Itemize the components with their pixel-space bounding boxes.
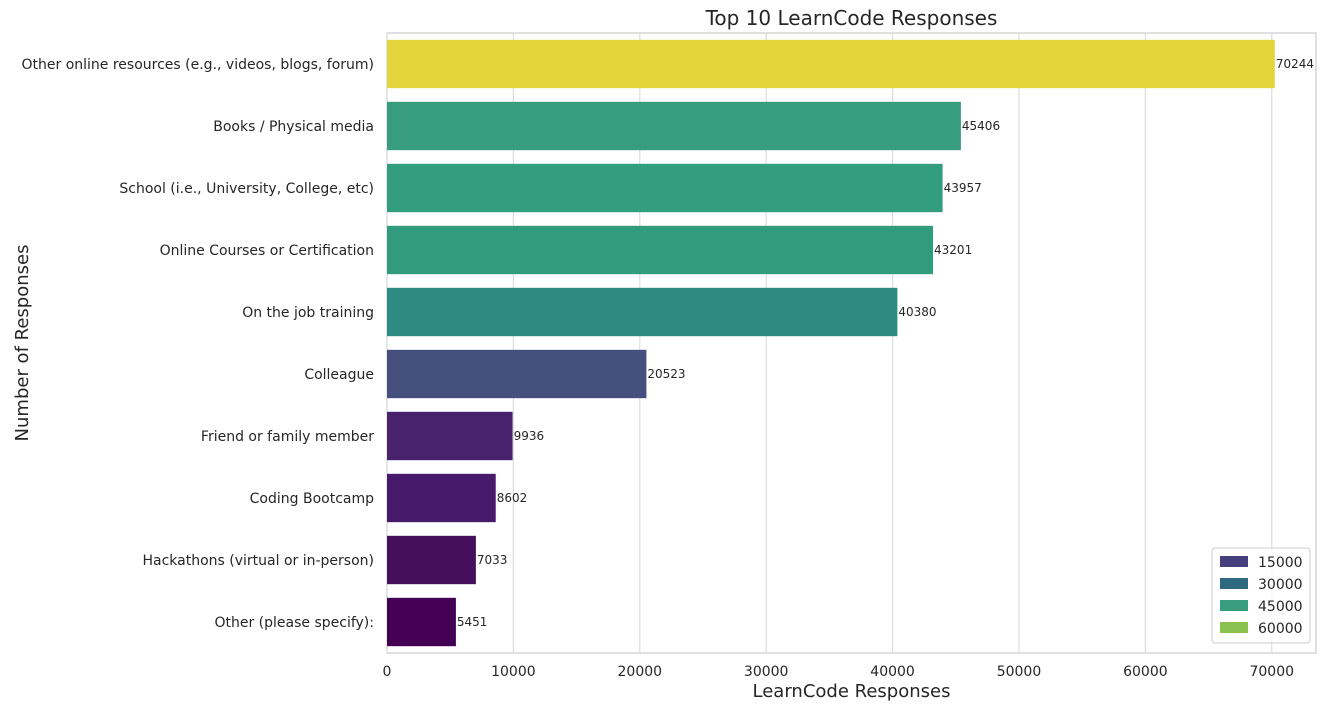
data-label: 43201 <box>934 243 972 257</box>
data-label: 43957 <box>944 181 982 195</box>
legend: 15000 30000 45000 60000 <box>1211 547 1311 644</box>
data-label: 7033 <box>477 553 508 567</box>
data-label: 70244 <box>1276 57 1314 71</box>
bar <box>387 349 647 399</box>
data-label: 45406 <box>962 119 1000 133</box>
y-tick-label: Friend or family member <box>201 429 374 445</box>
y-tick-label: Other (please specify): <box>214 615 374 631</box>
y-tick-label: Hackathons (virtual or in-person) <box>143 553 375 569</box>
x-tick-labels: 0 10000 20000 30000 40000 50000 60000 70000 <box>383 664 1294 680</box>
legend-swatch <box>1220 600 1248 611</box>
y-tick-labels: Other online resources (e.g., videos, bl… <box>22 57 375 631</box>
bar <box>387 163 943 213</box>
y-axis-label: Number of Responses <box>12 245 33 442</box>
x-tick-label: 40000 <box>870 664 915 680</box>
legend-swatch <box>1220 556 1248 567</box>
x-tick-label: 10000 <box>491 664 536 680</box>
legend-label: 60000 <box>1258 621 1303 637</box>
bar <box>387 535 476 585</box>
x-tick-label: 0 <box>383 664 392 680</box>
y-tick-label: Online Courses or Certification <box>160 243 374 259</box>
bar <box>387 225 934 275</box>
y-tick-label: Coding Bootcamp <box>250 491 374 507</box>
data-label: 20523 <box>647 367 685 381</box>
data-label: 8602 <box>497 491 528 505</box>
x-tick-label: 60000 <box>1123 664 1168 680</box>
data-label: 9936 <box>514 429 545 443</box>
legend-label: 15000 <box>1258 555 1303 571</box>
legend-frame <box>1211 547 1311 644</box>
y-tick-label: School (i.e., University, College, etc) <box>119 181 374 197</box>
chart-title: Top 10 LearnCode Responses <box>705 6 998 30</box>
x-axis-label: LearnCode Responses <box>753 681 951 702</box>
bar <box>387 473 496 523</box>
data-label: 5451 <box>457 615 488 629</box>
bar <box>387 597 456 647</box>
bar <box>387 411 513 461</box>
legend-swatch <box>1220 622 1248 633</box>
legend-swatch <box>1220 578 1248 589</box>
data-label: 40380 <box>898 305 936 319</box>
bar <box>387 39 1275 89</box>
legend-label: 30000 <box>1258 577 1303 593</box>
bar <box>387 287 898 337</box>
data-labels: 70244 45406 43957 43201 40380 20523 9936 8602 70… <box>457 57 1314 629</box>
x-tick-label: 50000 <box>997 664 1042 680</box>
y-tick-label: On the job training <box>242 305 374 321</box>
y-tick-label: Other online resources (e.g., videos, bl… <box>22 57 375 73</box>
bar <box>387 101 961 151</box>
x-tick-label: 30000 <box>744 664 789 680</box>
bars <box>387 39 1275 647</box>
x-tick-label: 20000 <box>618 664 663 680</box>
y-tick-label: Books / Physical media <box>213 119 374 135</box>
y-tick-label: Colleague <box>304 367 374 383</box>
legend-label: 45000 <box>1258 599 1303 615</box>
legend-items: 15000 30000 45000 60000 <box>1220 555 1303 637</box>
x-tick-label: 70000 <box>1249 664 1294 680</box>
